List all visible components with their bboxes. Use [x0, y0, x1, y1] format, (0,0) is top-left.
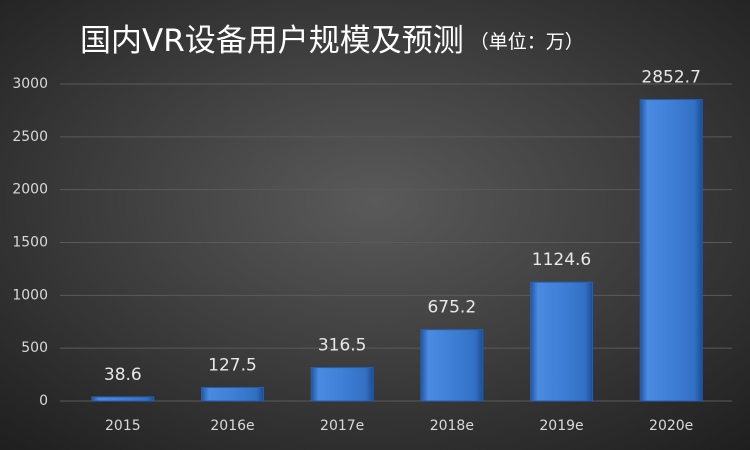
- x-tick-label: 2020e: [649, 418, 693, 434]
- value-label: 127.5: [208, 356, 257, 376]
- bar: [420, 329, 484, 402]
- bar: [310, 367, 374, 402]
- value-label: 38.6: [104, 365, 142, 385]
- x-tick-label: 2019e: [539, 418, 583, 434]
- x-tick-label: 2017e: [320, 418, 364, 434]
- y-tick-label: 2000: [12, 182, 48, 198]
- bar: [530, 281, 593, 402]
- chart-subtitle: （单位：万）: [470, 31, 584, 53]
- bar: [91, 396, 155, 402]
- y-tick-label: 2500: [12, 129, 48, 145]
- y-tick-label: 3000: [12, 76, 48, 92]
- value-label: 675.2: [427, 298, 476, 318]
- chart-title-group: 国内VR设备用户规模及预测 （单位：万）: [80, 23, 584, 59]
- y-tick-label: 500: [21, 340, 48, 356]
- y-tick-label: 1000: [12, 287, 48, 303]
- x-tick-label: 2016e: [210, 418, 254, 434]
- y-tick-label: 1500: [12, 235, 48, 251]
- y-tick-label: 0: [39, 393, 48, 409]
- x-tick-label: 2018e: [430, 418, 474, 434]
- bar: [201, 387, 264, 402]
- value-label: 2852.7: [641, 68, 700, 88]
- value-label: 316.5: [318, 336, 367, 356]
- bar: [639, 99, 703, 402]
- chart-title: 国内VR设备用户规模及预测: [80, 23, 464, 59]
- x-tick-label: 2015: [105, 418, 141, 434]
- value-label: 1124.6: [532, 250, 591, 270]
